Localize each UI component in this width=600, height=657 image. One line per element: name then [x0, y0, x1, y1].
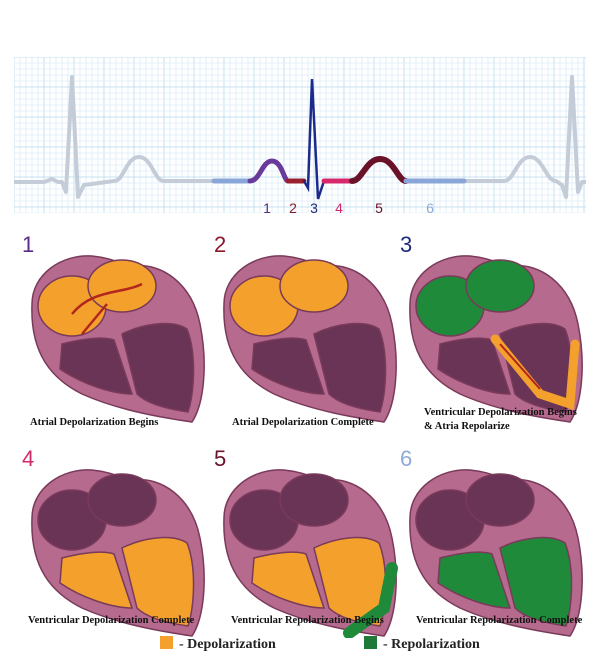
heart-panel-6: 6 [400, 446, 590, 646]
heart-panel-2: 2 [214, 232, 404, 432]
right-atrium [465, 259, 535, 313]
left-ventricle [59, 551, 134, 609]
right-ventricle [121, 536, 195, 627]
left-ventricle [437, 337, 512, 395]
ecg-faded-right [464, 75, 586, 199]
right-atrium [87, 473, 157, 527]
heart-illustration [223, 255, 397, 423]
caption-line: Ventricular Depolarization Complete [28, 615, 195, 626]
legend-repolarization: - Repolarization [364, 636, 480, 653]
depolarization-label: - Depolarization [179, 637, 276, 652]
panel-caption-4: Ventricular Depolarization Complete [28, 614, 194, 628]
panel-number: 4 [22, 446, 35, 471]
panel-caption-6: Ventricular Repolarization Complete [416, 614, 582, 628]
left-ventricle [251, 337, 326, 395]
caption-line: Atrial Depolarization Begins [30, 417, 159, 428]
caption-line: Ventricular Repolarization Begins [231, 615, 384, 626]
depolarization-swatch [160, 636, 173, 649]
right-ventricle [313, 322, 387, 413]
ecg-seg-qrs [302, 78, 326, 200]
panel-number: 1 [22, 232, 35, 257]
heart-illustration [31, 469, 205, 637]
ecg-marker-1: 1 [263, 200, 271, 216]
left-ventricle [251, 551, 326, 609]
heart-illustration [409, 469, 583, 637]
ecg-marker-2: 2 [289, 200, 297, 216]
ecg-highlighted-beat [211, 78, 467, 200]
repolarization-label: - Repolarization [383, 637, 480, 652]
ecg-marker-3: 3 [310, 200, 318, 216]
heart-panel-4: 4 [22, 446, 212, 646]
heart-illustration [409, 255, 583, 423]
panel-number: 6 [400, 446, 413, 471]
ecg-seg-p-wave [247, 158, 291, 184]
caption-line: Ventricular Repolarization Complete [416, 615, 583, 626]
caption-line: Ventricular Depolarization Begins [424, 407, 577, 418]
panel-number: 3 [400, 232, 413, 257]
ecg-marker-4: 4 [335, 200, 343, 216]
ecg-faded-beats [14, 75, 586, 199]
panel-caption-3: Ventricular Depolarization Begins & Atria… [424, 406, 577, 434]
right-ventricle [499, 536, 573, 627]
right-atrium [279, 259, 349, 313]
panel-number: 5 [214, 446, 227, 471]
left-ventricle [59, 337, 134, 395]
panel-caption-1: Atrial Depolarization Begins [30, 416, 158, 430]
ecg-seg-t-wave [349, 155, 409, 184]
repolarization-swatch [364, 636, 377, 649]
panel-caption-5: Ventricular Repolarization Begins [231, 614, 384, 628]
panel-number: 2 [214, 232, 227, 257]
ecg-marker-6: 6 [426, 200, 434, 216]
left-ventricle [437, 551, 512, 609]
panel-caption-2: Atrial Depolarization Complete [232, 416, 374, 430]
caption-line: & Atria Repolarize [424, 421, 510, 432]
heart-panel-3: 3 [400, 232, 590, 432]
legend-depolarization: - Depolarization [160, 636, 276, 653]
ecg-marker-5: 5 [375, 200, 383, 216]
right-atrium [279, 473, 349, 527]
ecg-strip [14, 57, 586, 213]
heart-panel-1: 1 [22, 232, 212, 432]
heart-illustration [223, 469, 398, 638]
right-atrium [87, 259, 157, 313]
right-ventricle [121, 322, 195, 413]
heart-panel-5: 5 [214, 446, 404, 646]
heart-illustration [31, 255, 205, 423]
ecg-faded-left [14, 75, 214, 199]
ecg-grid [14, 57, 586, 213]
caption-line: Atrial Depolarization Complete [232, 417, 374, 428]
right-atrium [465, 473, 535, 527]
